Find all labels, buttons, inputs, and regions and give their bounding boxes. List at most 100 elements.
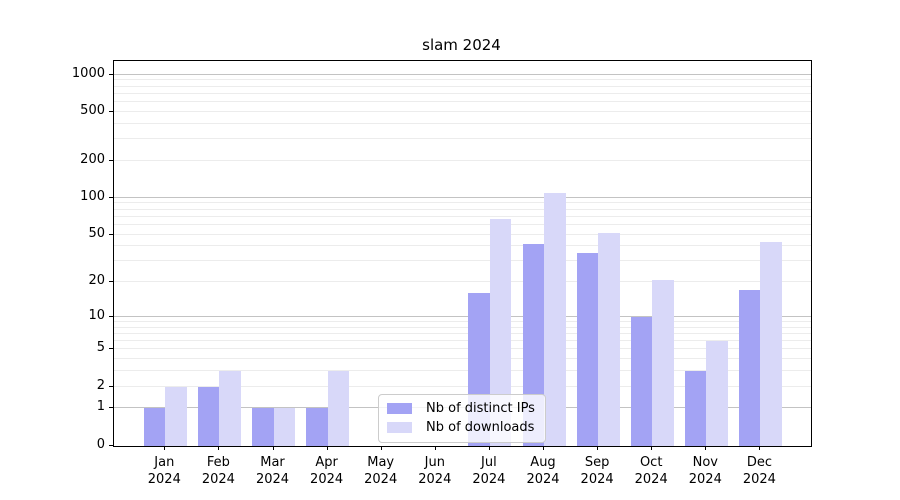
y-tick-mark: [109, 233, 113, 235]
x-tick-mark: [651, 445, 653, 450]
legend-label: Nb of distinct IPs: [426, 401, 535, 416]
gridline-major: [114, 315, 811, 317]
gridline-minor: [114, 370, 811, 372]
x-tick-label: Jun 2024: [418, 454, 452, 487]
bar-distinct-ips: [576, 253, 599, 446]
bar-downloads: [219, 371, 241, 446]
bar-distinct-ips: [630, 316, 653, 446]
bar-distinct-ips: [197, 386, 220, 446]
y-tick-mark: [109, 110, 113, 112]
y-tick-label: 500: [80, 102, 105, 118]
gridline-minor: [114, 110, 811, 112]
chart-title: slam 2024: [422, 36, 501, 54]
x-tick-label: Jul 2024: [472, 454, 506, 487]
y-tick-mark: [109, 159, 113, 161]
x-tick-label: Aug 2024: [526, 454, 560, 487]
y-tick-label: 20: [88, 273, 105, 289]
y-tick-label: 1: [96, 399, 105, 415]
gridline-minor: [114, 223, 811, 225]
x-tick-label: Oct 2024: [634, 454, 668, 487]
x-tick-label: Dec 2024: [742, 454, 776, 487]
y-tick-mark: [109, 196, 113, 198]
x-tick-mark: [488, 445, 490, 450]
y-tick-label: 200: [80, 151, 105, 167]
x-tick-label: Mar 2024: [255, 454, 290, 487]
bar-downloads: [706, 341, 728, 446]
x-tick-label: May 2024: [364, 454, 398, 487]
gridline-minor: [114, 79, 811, 81]
bar-distinct-ips: [306, 408, 328, 446]
gridline-minor: [114, 281, 811, 283]
x-tick-label: Feb 2024: [201, 454, 235, 487]
gridline-minor: [114, 358, 811, 360]
gridline-minor: [114, 340, 811, 341]
legend-swatch: [387, 422, 412, 433]
x-tick-label: Nov 2024: [688, 454, 722, 487]
bar-distinct-ips: [252, 408, 274, 446]
bar-downloads: [598, 233, 620, 446]
legend-swatch: [387, 403, 412, 414]
gridline-minor: [114, 233, 811, 235]
bar-downloads: [544, 193, 566, 446]
x-tick-mark: [434, 445, 436, 450]
legend-item: Nb of distinct IPs: [387, 399, 535, 418]
x-tick-mark: [759, 445, 761, 450]
y-tick-mark: [109, 348, 113, 350]
y-tick-mark: [109, 407, 113, 409]
gridline-minor: [114, 101, 811, 102]
y-tick-label: 10: [88, 307, 105, 323]
gridline-major: [114, 196, 811, 198]
gridline-minor: [114, 245, 811, 247]
gridline-minor: [114, 202, 811, 204]
x-tick-mark: [597, 445, 599, 450]
x-tick-mark: [543, 445, 544, 450]
gridline-major: [114, 73, 811, 75]
y-tick-label: 2: [96, 377, 105, 393]
gridline-minor: [114, 138, 811, 140]
bar-distinct-ips: [143, 408, 166, 446]
bar-downloads: [489, 219, 512, 446]
y-tick-mark: [109, 385, 113, 387]
gridline-minor: [114, 260, 811, 262]
gridline-minor: [114, 348, 811, 350]
x-tick-label: Jan 2024: [147, 454, 181, 487]
y-tick-label: 50: [88, 225, 105, 241]
gridline-minor: [114, 326, 811, 328]
y-tick-label: 5: [96, 340, 105, 356]
y-tick-label: 0: [96, 436, 105, 452]
gridline-minor: [114, 320, 811, 322]
y-tick-mark: [109, 73, 113, 75]
bar-distinct-ips: [684, 371, 707, 446]
plot-area: [113, 60, 812, 447]
x-tick-mark: [380, 445, 382, 450]
x-tick-label: Sep 2024: [580, 454, 614, 487]
gridline-minor: [114, 122, 811, 124]
bar-downloads: [652, 279, 674, 446]
y-tick-mark: [109, 281, 113, 283]
x-tick-mark: [326, 445, 328, 450]
legend-item: Nb of downloads: [387, 418, 535, 437]
gridline-minor: [114, 332, 811, 334]
bar-downloads: [327, 371, 350, 446]
gridline-minor: [114, 215, 811, 217]
bar-downloads: [273, 408, 295, 446]
legend-label: Nb of downloads: [426, 420, 535, 435]
gridline-minor: [114, 92, 811, 94]
x-tick-mark: [164, 445, 166, 450]
bar-downloads: [165, 386, 187, 446]
x-tick-label: Apr 2024: [310, 454, 344, 487]
legend: Nb of distinct IPs Nb of downloads: [378, 394, 546, 443]
gridline-minor: [114, 208, 811, 210]
x-tick-mark: [218, 445, 220, 450]
gridline-minor: [114, 385, 811, 387]
x-tick-mark: [272, 445, 274, 450]
y-tick-label: 1000: [71, 65, 105, 81]
y-tick-mark: [109, 315, 113, 317]
y-tick-label: 100: [80, 188, 105, 204]
bar-distinct-ips: [738, 290, 761, 446]
gridline-minor: [114, 85, 811, 87]
y-tick-mark: [109, 444, 113, 446]
gridline-minor: [114, 159, 811, 161]
x-tick-mark: [705, 445, 707, 450]
